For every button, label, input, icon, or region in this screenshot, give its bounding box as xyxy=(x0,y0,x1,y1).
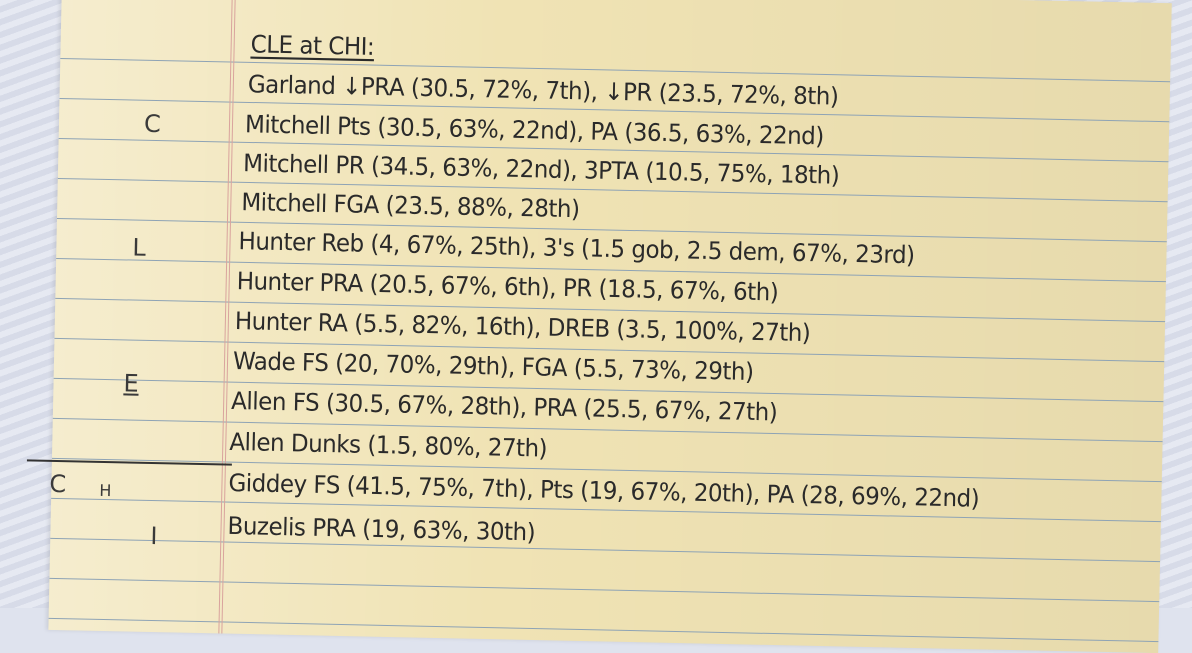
margin-letter: C xyxy=(143,109,162,139)
margin-letter: H xyxy=(99,480,112,501)
note-line: Allen FS (30.5, 67%, 28th), PRA (25.5, 6… xyxy=(230,387,778,427)
note-line: Giddey FS (41.5, 75%, 7th), Pts (19, 67%… xyxy=(228,469,980,513)
margin-letter: C xyxy=(49,469,67,499)
note-line: Mitchell FGA (23.5, 88%, 28th) xyxy=(241,189,580,224)
ruled-line xyxy=(50,537,1161,563)
note-line: Mitchell Pts (30.5, 63%, 22nd), PA (36.5… xyxy=(244,111,825,151)
note-line: Hunter PRA (20.5, 67%, 6th), PR (18.5, 6… xyxy=(236,268,779,307)
ruled-line xyxy=(48,617,1159,643)
note-line: Hunter RA (5.5, 82%, 16th), DREB (3.5, 1… xyxy=(234,308,811,348)
legal-pad-page: CLE at CHI: Garland ↓PRA (30.5, 72%, 7th… xyxy=(26,0,1172,653)
note-line: Garland ↓PRA (30.5, 72%, 7th), ↓PR (23.5… xyxy=(247,71,839,111)
ruled-line xyxy=(49,577,1160,603)
margin-letter: L xyxy=(132,233,147,262)
margin-letter: I xyxy=(150,521,158,551)
note-line: Wade FS (20, 70%, 29th), FGA (5.5, 73%, … xyxy=(232,348,754,387)
notes-title: CLE at CHI: xyxy=(250,31,375,62)
margin-letter: E xyxy=(123,369,140,398)
note-line: Allen Dunks (1.5, 80%, 27th) xyxy=(229,428,548,463)
